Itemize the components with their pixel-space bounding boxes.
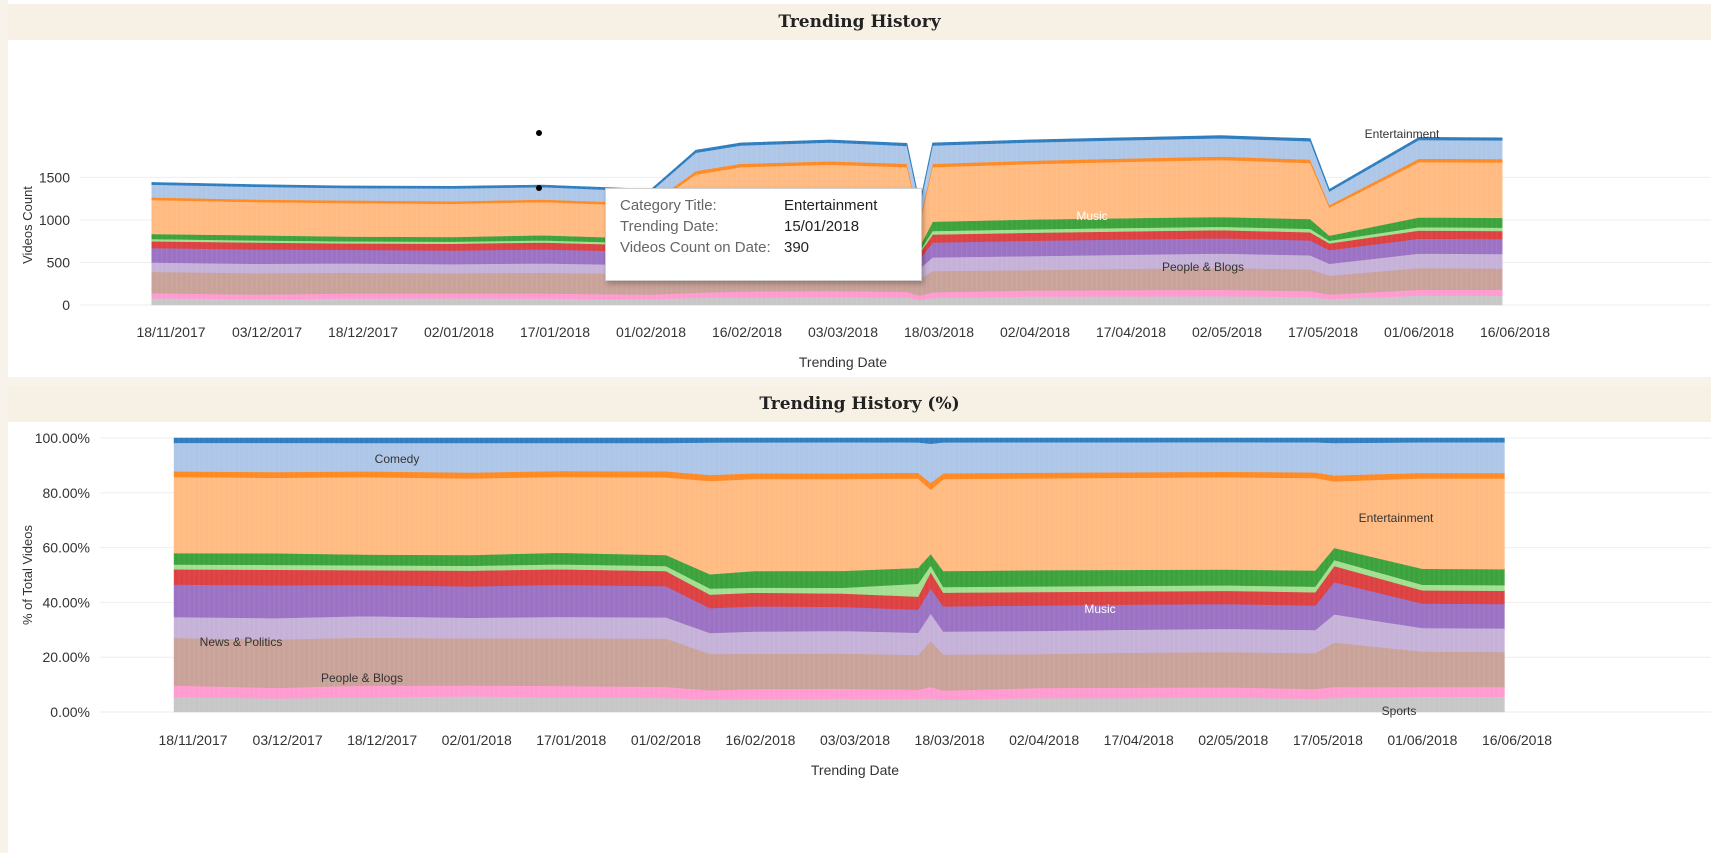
area-series-category	[173, 437, 1505, 445]
annotation-comedy: Comedy	[375, 452, 420, 466]
x-tick-label: 17/05/2018	[1293, 732, 1363, 748]
annotation-sports: Sports	[1382, 704, 1417, 718]
x-tick-label: 02/05/2018	[1192, 324, 1262, 340]
x-tick-label: 17/01/2018	[520, 324, 590, 340]
annotation-entertainment: Entertainment	[1365, 127, 1440, 141]
x-tick-label: 02/01/2018	[424, 324, 494, 340]
annotation-entertainment: Entertainment	[1359, 511, 1434, 525]
y-tick-label: 20.00%	[43, 649, 90, 665]
x-tick-label: 16/06/2018	[1480, 324, 1550, 340]
x-tick-label: 17/04/2018	[1096, 324, 1166, 340]
y-tick-label: 0.00%	[50, 704, 90, 720]
area-series-category	[151, 135, 1503, 206]
x-tick-label: 18/11/2017	[136, 324, 205, 340]
x-tick-label: 03/12/2017	[232, 324, 302, 340]
x-tick-label: 17/04/2018	[1104, 732, 1174, 748]
x-tick-label: 03/03/2018	[808, 324, 878, 340]
x-tick-label: 18/03/2018	[904, 324, 974, 340]
x-axis-title: Trending Date	[811, 762, 899, 778]
x-tick-label: 18/11/2017	[158, 732, 227, 748]
y-tick-label: 60.00%	[43, 540, 90, 556]
x-tick-label: 16/02/2018	[712, 324, 782, 340]
y-tick-label: 40.00%	[43, 594, 90, 610]
x-tick-label: 18/03/2018	[915, 732, 985, 748]
trending-history-percent-chart: 0.00% 20.00% 40.00% 60.00% 80.00% 100.00% 18/1…	[20, 430, 1711, 778]
x-tick-label: 16/06/2018	[1482, 732, 1552, 748]
x-tick-label: 02/04/2018	[1000, 324, 1070, 340]
x-tick-label: 03/03/2018	[820, 732, 890, 748]
x-tick-label: 02/01/2018	[442, 732, 512, 748]
annotation-people-blogs: People & Blogs	[321, 671, 403, 685]
tooltip-value: 15/01/2018	[784, 218, 860, 235]
y-tick-label: 0	[62, 297, 70, 313]
tooltip-key: Videos Count on Date:	[620, 239, 771, 256]
tooltip-key: Category Title:	[620, 197, 717, 214]
x-tick-label: 01/02/2018	[631, 732, 701, 748]
x-tick-label: 17/05/2018	[1288, 324, 1358, 340]
panel-header: Trending History (%)	[8, 386, 1711, 422]
x-tick-label: 01/02/2018	[616, 324, 686, 340]
hover-tooltip: Category Title: Entertainment Trending Da…	[605, 188, 922, 281]
x-tick-label: 17/01/2018	[536, 732, 606, 748]
annotation-people-blogs: People & Blogs	[1162, 260, 1244, 274]
x-tick-label: 02/04/2018	[1009, 732, 1079, 748]
x-tick-label: 01/06/2018	[1384, 324, 1454, 340]
annotation-music: Music	[1076, 209, 1107, 223]
trending-history-percent-panel: Trending History (%) 0.00% 20.00% 40.00% 60…	[8, 386, 1711, 853]
annotation-music: Music	[1084, 602, 1115, 616]
y-tick-label: 1000	[39, 212, 70, 228]
hover-point-upper	[536, 130, 542, 136]
y-tick-label: 500	[47, 254, 71, 270]
tooltip-row-date: Trending Date: 15/01/2018	[620, 218, 859, 235]
chart-title: Trending History	[778, 12, 941, 32]
x-tick-label: 16/02/2018	[725, 732, 795, 748]
y-tick-label: 100.00%	[35, 430, 90, 446]
y-tick-label: 1500	[39, 169, 70, 185]
x-axis-title: Trending Date	[799, 354, 887, 370]
y-axis-title: % of Total Videos	[20, 525, 35, 625]
x-tick-label: 18/12/2017	[328, 324, 398, 340]
panel-header: Trending History	[8, 4, 1711, 40]
tooltip-value: 390	[784, 239, 810, 256]
chart-title: Trending History (%)	[759, 394, 960, 414]
x-tick-label: 03/12/2017	[253, 732, 323, 748]
y-tick-label: 80.00%	[43, 485, 90, 501]
hover-point-lower	[536, 185, 542, 191]
y-axis-title: Videos Count	[20, 186, 35, 264]
x-tick-label: 01/06/2018	[1387, 732, 1457, 748]
tooltip-row-category: Category Title: Entertainment	[620, 197, 877, 214]
tooltip-row-count: Videos Count on Date: 390	[620, 239, 809, 256]
x-tick-label: 02/05/2018	[1198, 732, 1268, 748]
annotation-news-politics: News & Politics	[200, 635, 283, 649]
tooltip-key: Trending Date:	[620, 218, 719, 235]
tooltip-value: Entertainment	[784, 197, 878, 214]
x-tick-label: 18/12/2017	[347, 732, 417, 748]
